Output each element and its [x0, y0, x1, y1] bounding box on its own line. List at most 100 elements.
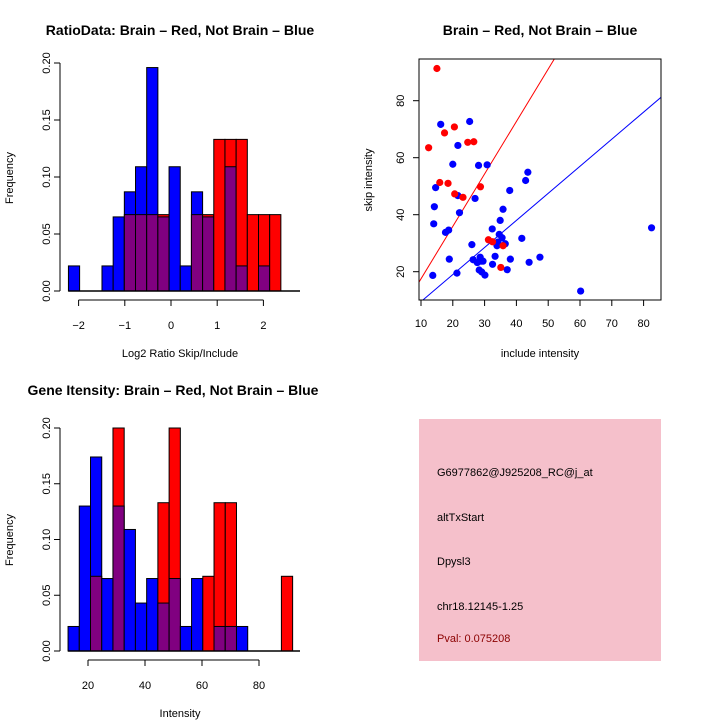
scatter-y-tick-label: 20	[395, 266, 407, 278]
scatter-point-red	[497, 263, 505, 272]
scatter-x-tick-label: 40	[510, 318, 522, 330]
scatter-point-red	[488, 238, 497, 246]
info-event-type: altTxStart	[437, 512, 484, 524]
hist-ratio-bar-red	[246, 214, 260, 292]
info-pval: Pval: 0.075208	[437, 633, 510, 645]
scatter-point-blue	[491, 252, 499, 260]
hist-ratio-bar-overlap	[135, 214, 148, 292]
scatter-point-red	[464, 138, 472, 146]
scatter-x-tick-label: 30	[478, 318, 490, 330]
info-gene: Dpysl3	[437, 556, 471, 568]
scatter-point-blue	[525, 258, 533, 266]
hist-ratio-bar-red	[213, 138, 226, 292]
scatter-point-blue	[524, 168, 532, 176]
hist-intensity-y-tick-label: 0.05	[41, 585, 53, 606]
scatter-point-red	[476, 183, 485, 191]
hist-ratio-bar-overlap	[123, 214, 137, 292]
hist-intensity-bar-blue	[235, 625, 249, 652]
hist-intensity-bar-red	[202, 575, 215, 652]
hist-ratio-bar-overlap	[258, 265, 271, 292]
hist-ratio-title: RatioData: Brain – Red, Not Brain – Blue	[46, 22, 315, 38]
hist-ratio-bar-blue	[179, 265, 192, 292]
scatter-point-blue	[473, 258, 481, 267]
scatter-point-blue	[449, 160, 457, 168]
hist-ratio-bar-overlap	[235, 265, 248, 292]
scatter-point-blue	[522, 176, 530, 185]
scatter-point-blue	[453, 269, 461, 277]
scatter-fit-line-red	[419, 59, 555, 283]
hist-intensity-x-tick-label: 20	[82, 680, 94, 692]
hist-intensity-bar-blue	[67, 625, 80, 652]
scatter-point-blue	[499, 205, 507, 213]
scatter-point-blue	[577, 287, 585, 295]
hist-intensity-y-tick-label: 0.00	[41, 640, 53, 661]
scatter-x-tick-label: 10	[415, 318, 427, 330]
hist-intensity-y-tick-label: 0.10	[41, 529, 53, 550]
scatter-point-blue	[496, 216, 504, 224]
hist-ratio-y-tick-label: 0.15	[41, 109, 53, 130]
scatter-point-blue	[466, 117, 474, 126]
hist-intensity-y-tick-label: 0.20	[41, 417, 53, 438]
scatter-point-blue	[455, 209, 464, 217]
hist-ratio-x-tick-label: 1	[214, 320, 220, 332]
hist-intensity-bar-blue	[101, 578, 114, 652]
hist-intensity-bar-red	[280, 575, 294, 652]
scatter-point-blue	[429, 271, 437, 280]
scatter-point-blue	[437, 120, 445, 128]
hist-ratio-bar-blue	[67, 265, 81, 292]
scatter-point-red	[459, 193, 467, 201]
scatter-x-tick-label: 50	[542, 318, 554, 330]
hist-ratio-x-tick-label: −1	[119, 320, 132, 332]
hist-ratio-bar-overlap	[146, 214, 159, 292]
hist-intensity-bar-blue	[191, 578, 204, 652]
hist-ratio-y-tick-label: 0.00	[41, 280, 53, 301]
scatter-frame	[418, 58, 662, 301]
scatter-point-blue	[506, 255, 514, 263]
hist-ratio-y-tick-label: 0.20	[41, 52, 53, 73]
scatter-point-blue	[536, 253, 544, 261]
hist-intensity-bar-blue	[146, 578, 159, 652]
scatter-title: Brain – Red, Not Brain – Blue	[443, 22, 638, 38]
hist-intensity-x-tick-label: 40	[139, 680, 151, 692]
scatter-x-tick-label: 60	[574, 318, 586, 330]
hist-intensity-bar-blue	[134, 602, 148, 652]
hist-intensity-xlabel: Intensity	[160, 708, 201, 720]
scatter-y-tick-label: 60	[395, 152, 407, 164]
hist-ratio-bar-overlap	[224, 166, 237, 292]
hist-ratio-bar-blue	[112, 216, 125, 292]
hist-intensity-bar-blue	[78, 505, 92, 652]
hist-ratio-y-tick-label: 0.05	[41, 223, 53, 244]
hist-intensity-bar-overlap	[168, 578, 181, 652]
scatter-point-blue	[454, 141, 462, 150]
scatter-point-blue	[474, 161, 483, 169]
scatter-point-blue	[471, 194, 479, 203]
scatter-point-red	[433, 64, 441, 73]
scatter-point-blue	[445, 255, 453, 263]
hist-ratio-bar-blue	[101, 265, 114, 292]
hist-ratio-xlabel: Log2 Ratio Skip/Include	[122, 348, 238, 360]
hist-ratio-bar-overlap	[202, 216, 215, 292]
hist-intensity-bar-blue	[179, 625, 193, 652]
scatter-y-tick-label: 40	[395, 209, 407, 221]
hist-intensity-ylabel: Frequency	[4, 514, 16, 566]
hist-ratio-ylabel: Frequency	[4, 152, 16, 204]
scatter-point-blue	[430, 203, 438, 211]
scatter-point-blue	[430, 220, 438, 228]
hist-intensity-x-tick-label: 80	[253, 680, 265, 692]
scatter-point-blue	[483, 161, 491, 169]
scatter-y-tick-label: 80	[395, 95, 407, 107]
hist-intensity-bar-overlap	[112, 505, 125, 652]
scatter-point-blue	[468, 241, 476, 249]
scatter-xlabel: include intensity	[501, 348, 580, 360]
scatter-point-red	[450, 123, 458, 131]
hist-ratio-bar-red	[269, 214, 282, 292]
scatter-point-blue	[479, 257, 487, 265]
scatter-point-red	[451, 190, 459, 198]
scatter-ylabel: skip intensity	[363, 148, 375, 211]
scatter-x-tick-label: 70	[606, 318, 618, 330]
hist-intensity-x-tick-label: 60	[196, 680, 208, 692]
hist-ratio-bar-overlap	[157, 216, 170, 292]
scatter-point-red	[499, 242, 507, 250]
scatter-fit-line-blue	[422, 96, 661, 300]
